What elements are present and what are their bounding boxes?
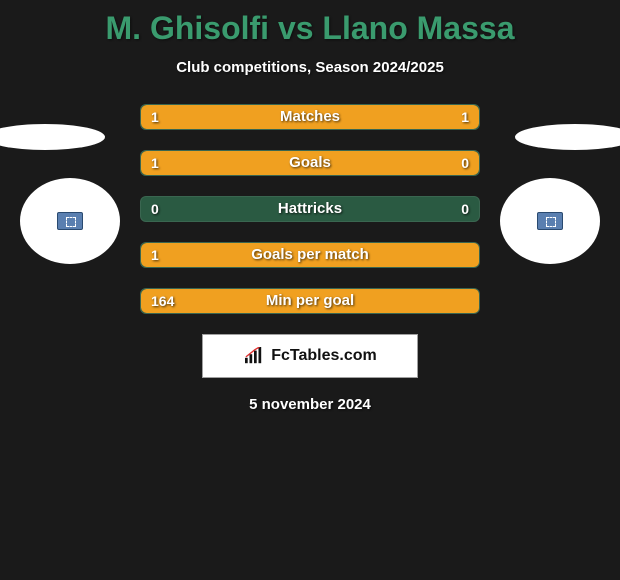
stat-label: Min per goal [141,289,479,313]
player-badge-right [500,178,600,264]
stat-row: 11Matches [140,104,480,130]
page-subtitle: Club competitions, Season 2024/2025 [0,59,620,76]
stat-row: 00Hattricks [140,196,480,222]
jersey-icon [57,212,83,230]
stat-label: Goals [141,151,479,175]
watermark-chart-icon [243,347,265,365]
footer-date: 5 november 2024 [0,396,620,413]
decor-ellipse-left [0,124,105,150]
page-title: M. Ghisolfi vs Llano Massa [0,0,620,47]
jersey-icon [537,212,563,230]
stat-label: Hattricks [141,197,479,221]
decor-ellipse-right [515,124,620,150]
stat-row: 10Goals [140,150,480,176]
stat-bars: 11Matches 10Goals 00Hattricks 1Goals per ma… [140,104,480,314]
stat-label: Matches [141,105,479,129]
player-badge-left [20,178,120,264]
watermark: FcTables.com [202,334,418,378]
watermark-text: FcTables.com [271,347,377,365]
stat-label: Goals per match [141,243,479,267]
stat-row: 1Goals per match [140,242,480,268]
stat-row: 164Min per goal [140,288,480,314]
